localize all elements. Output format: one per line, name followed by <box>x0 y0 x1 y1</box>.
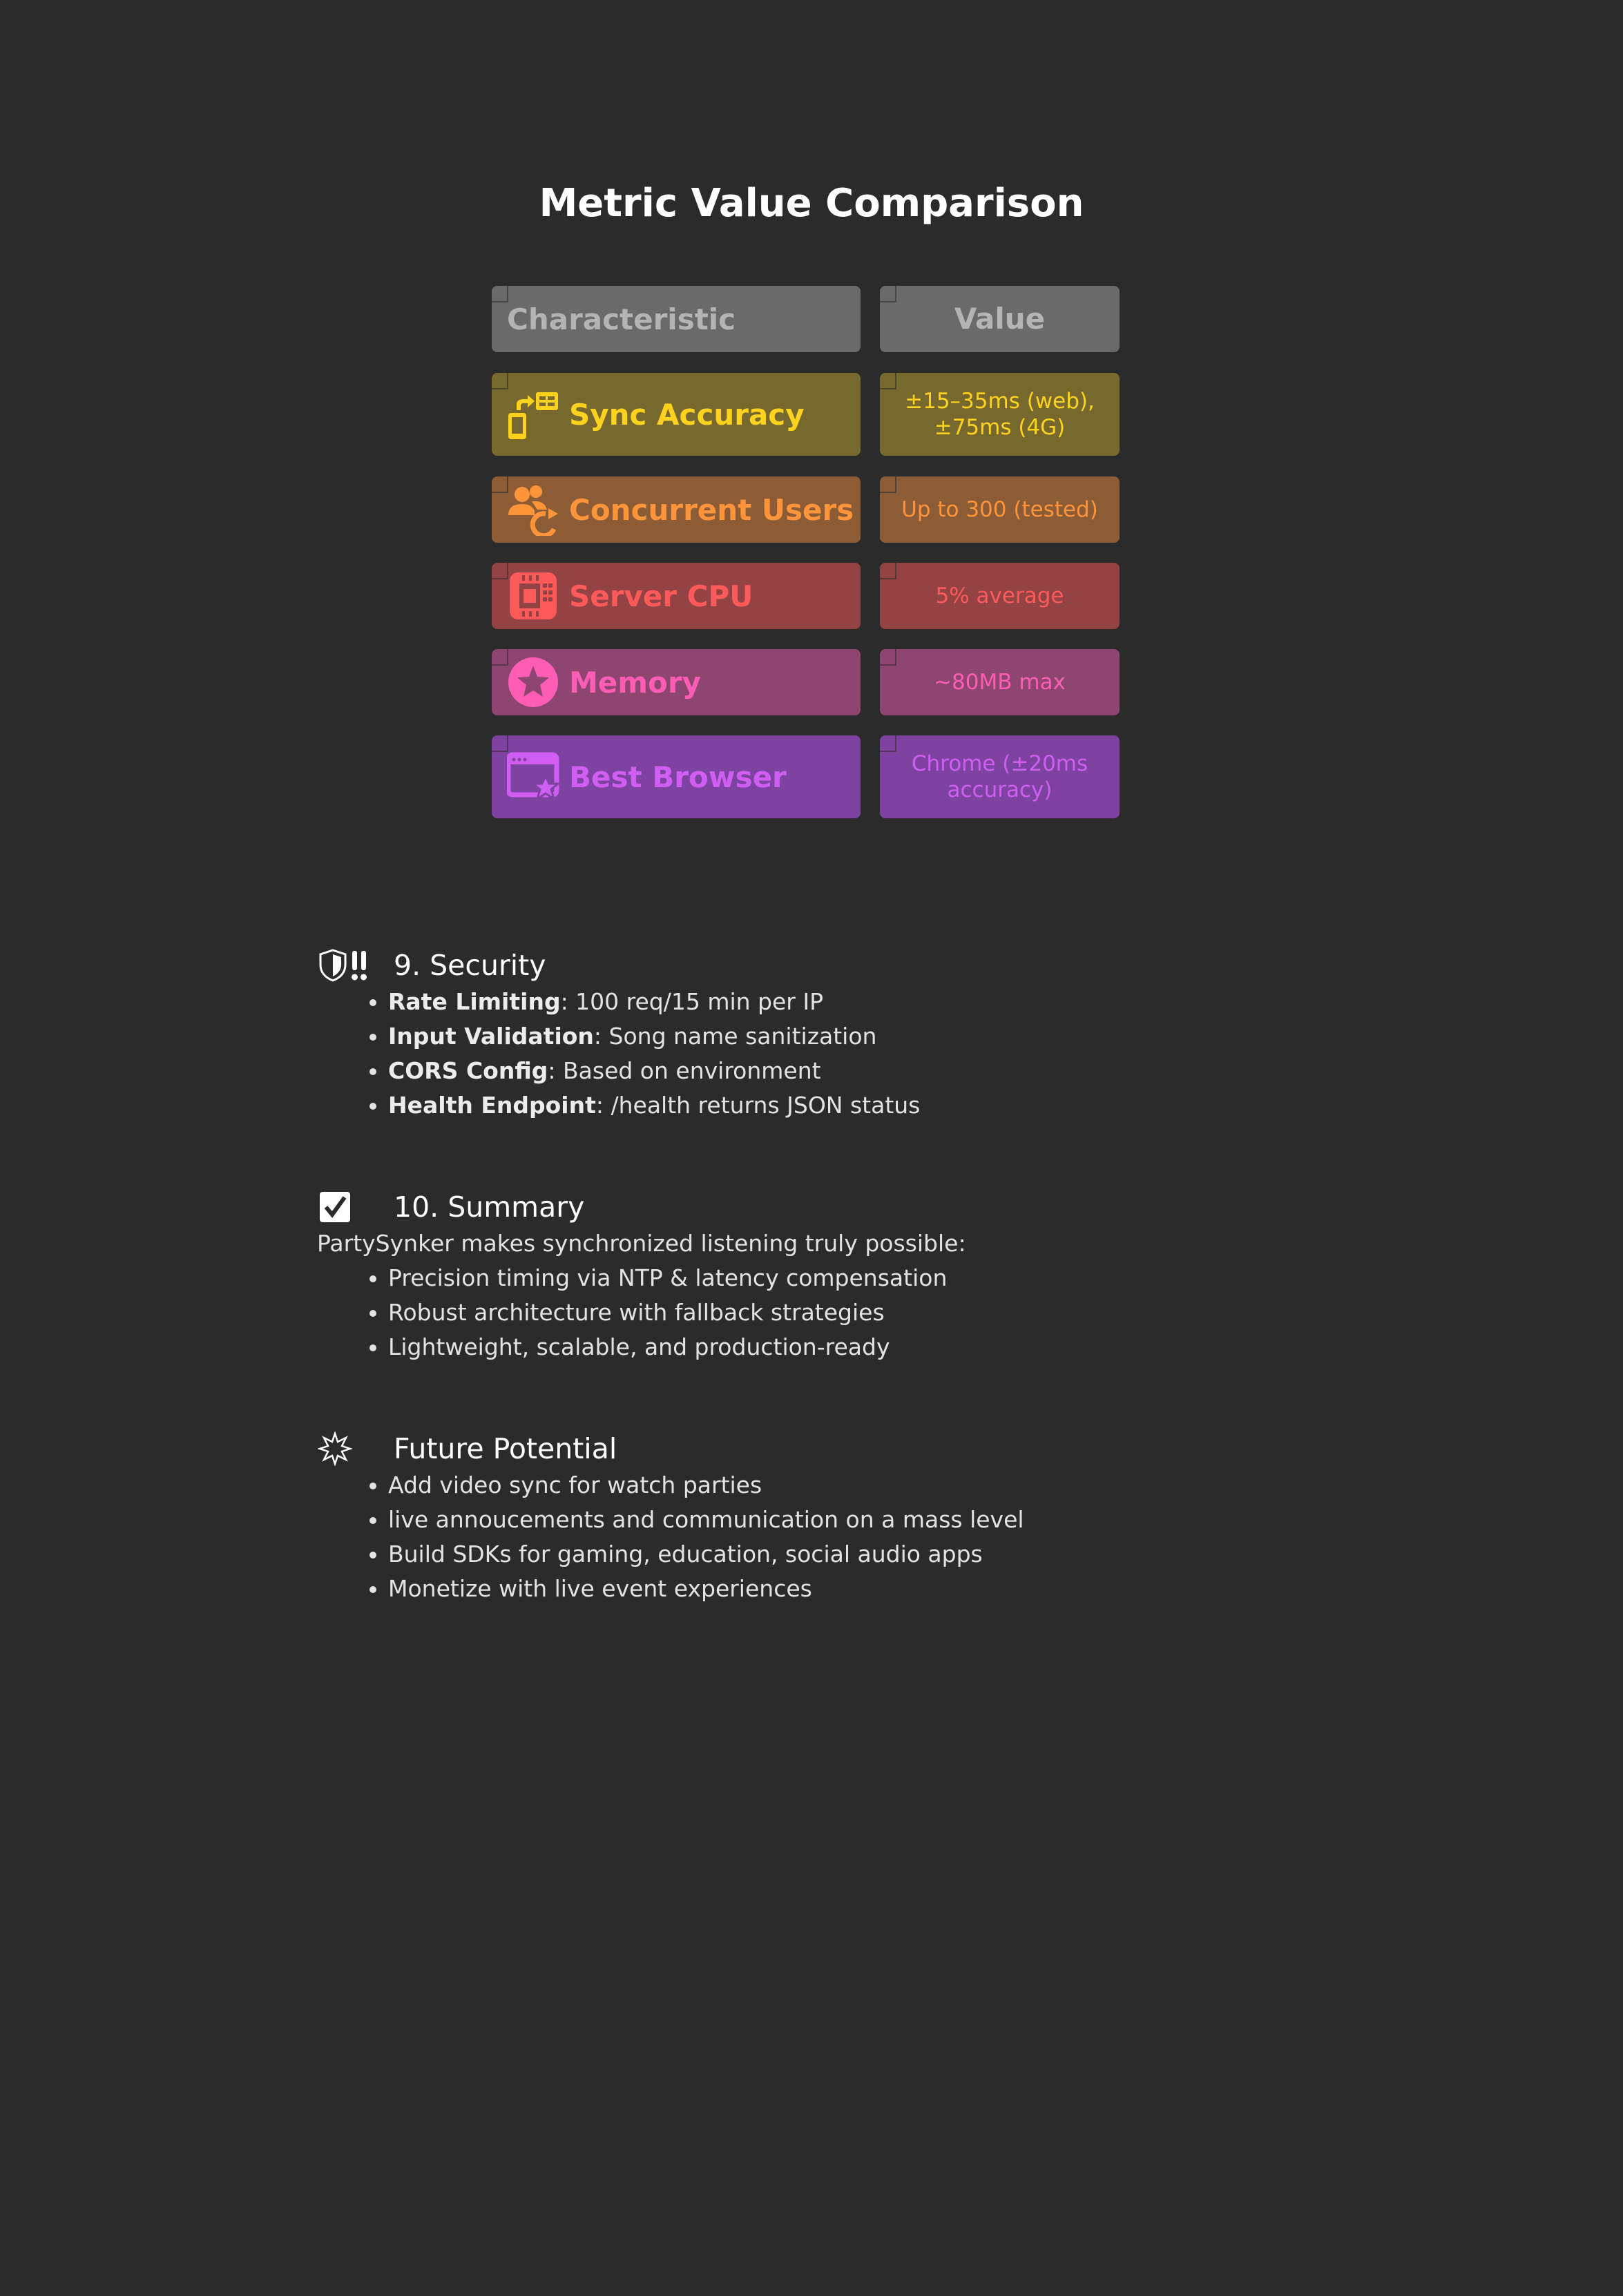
row-value: ~80MB max <box>934 670 1066 695</box>
row-server-cpu-characteristic: Server CPU <box>492 563 861 629</box>
security-section: 9. Security Rate Limiting: 100 req/15 mi… <box>318 946 1354 1123</box>
summary-list: Precision timing via NTP & latency compe… <box>318 1261 1354 1364</box>
summary-heading: 10. Summary <box>318 1188 1354 1226</box>
list-item: Lightweight, scalable, and production-re… <box>388 1330 1354 1364</box>
row-value: 5% average <box>935 583 1064 608</box>
list-item-term: CORS Config <box>388 1057 548 1084</box>
security-list: Rate Limiting: 100 req/15 min per IP Inp… <box>318 985 1354 1123</box>
list-item: Monetize with live event experiences <box>388 1572 1354 1606</box>
row-memory-value: ~80MB max <box>880 649 1120 715</box>
list-item: Precision timing via NTP & latency compe… <box>388 1261 1354 1295</box>
shield-alert-icon <box>318 948 394 983</box>
list-item: live annoucements and communication on a… <box>388 1503 1354 1537</box>
row-value: Up to 300 (tested) <box>901 497 1098 522</box>
sparkle-burst-icon <box>318 1431 394 1466</box>
summary-section: 10. Summary PartySynker makes synchroniz… <box>317 1188 1354 1364</box>
header-value-cell: Value <box>880 286 1120 352</box>
row-label: Memory <box>569 665 701 700</box>
row-value: ±15–35ms (web), ±75ms (4G) <box>905 389 1095 440</box>
cpu-chip-icon <box>507 570 559 622</box>
security-heading: 9. Security <box>318 946 1354 985</box>
header-characteristic-label: Characteristic <box>507 302 736 336</box>
header-value-label: Value <box>954 302 1046 336</box>
future-list: Add video sync for watch parties live an… <box>318 1468 1354 1606</box>
list-item: Robust architecture with fallback strate… <box>388 1295 1354 1330</box>
row-memory-characteristic: Memory <box>492 649 861 715</box>
row-sync-accuracy-value: ±15–35ms (web), ±75ms (4G) <box>880 373 1120 456</box>
table-title: Metric Value Comparison <box>539 181 1084 226</box>
browser-star-icon <box>507 751 559 803</box>
list-item-text: : /health returns JSON status <box>595 1092 921 1119</box>
list-item-text: : Based on environment <box>548 1057 821 1084</box>
list-item: Health Endpoint: /health returns JSON st… <box>388 1088 1354 1123</box>
future-heading: Future Potential <box>318 1429 1354 1468</box>
checkbox-checked-icon <box>318 1190 394 1224</box>
row-best-browser-characteristic: Best Browser <box>492 735 861 818</box>
list-item: Build SDKs for gaming, education, social… <box>388 1537 1354 1572</box>
device-sync-icon <box>507 388 559 441</box>
list-item: Rate Limiting: 100 req/15 min per IP <box>388 985 1354 1019</box>
star-badge-icon <box>507 656 559 708</box>
list-item-term: Input Validation <box>388 1023 594 1050</box>
row-best-browser-value: Chrome (±20ms accuracy) <box>880 735 1120 818</box>
row-concurrent-users-value: Up to 300 (tested) <box>880 476 1120 543</box>
row-label: Concurrent Users <box>569 492 854 527</box>
row-server-cpu-value: 5% average <box>880 563 1120 629</box>
list-item: CORS Config: Based on environment <box>388 1054 1354 1088</box>
list-item-text: : Song name sanitization <box>593 1023 877 1050</box>
list-item: Input Validation: Song name sanitization <box>388 1019 1354 1054</box>
row-label: Server CPU <box>569 579 753 613</box>
users-refresh-icon <box>507 483 559 536</box>
future-section: Future Potential Add video sync for watc… <box>318 1429 1354 1606</box>
future-title: Future Potential <box>394 1432 617 1465</box>
security-title: 9. Security <box>394 949 546 982</box>
list-item-text: : 100 req/15 min per IP <box>560 988 823 1015</box>
list-item-term: Health Endpoint <box>388 1092 596 1119</box>
row-label: Sync Accuracy <box>569 397 805 432</box>
row-value: Chrome (±20ms accuracy) <box>911 751 1088 802</box>
row-sync-accuracy-characteristic: Sync Accuracy <box>492 373 861 456</box>
list-item-term: Rate Limiting <box>388 988 561 1015</box>
row-label: Best Browser <box>569 760 787 794</box>
header-characteristic-cell: Characteristic <box>492 286 861 352</box>
summary-intro: PartySynker makes synchronized listening… <box>317 1230 966 1257</box>
row-concurrent-users-characteristic: Concurrent Users <box>492 476 861 543</box>
list-item: Add video sync for watch parties <box>388 1468 1354 1503</box>
summary-title: 10. Summary <box>394 1190 585 1224</box>
